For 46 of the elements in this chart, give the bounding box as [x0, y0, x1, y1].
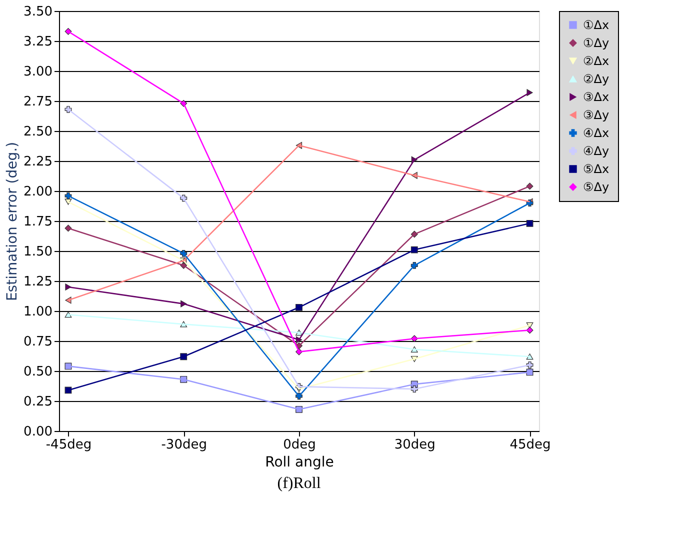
legend-label: ⑤Δx	[583, 162, 610, 176]
x-tick-label: -45deg	[46, 438, 92, 452]
point	[526, 326, 534, 334]
x-axis-title: Roll angle	[265, 454, 334, 470]
y-tick-label: 2.00	[24, 184, 52, 200]
point	[526, 368, 534, 376]
x-tick-label: 30deg	[394, 438, 436, 452]
legend-label: ②Δy	[583, 72, 610, 86]
y-tick-label: 3.50	[24, 4, 52, 20]
y-tick-label: 1.75	[24, 214, 52, 230]
legend-label: ⑤Δy	[583, 180, 610, 194]
point	[65, 284, 72, 290]
point	[64, 386, 72, 394]
point	[64, 106, 72, 113]
point	[526, 362, 534, 368]
y-tick-label: 0.25	[24, 394, 52, 410]
y-axis-title: Estimation error (deg.)	[4, 142, 21, 302]
point	[64, 362, 72, 370]
y-tick-label: 2.25	[24, 154, 52, 170]
point	[526, 182, 534, 190]
y-tick-label: 0.00	[24, 424, 52, 440]
x-tick-label: 45deg	[510, 438, 551, 452]
y-tick-label: 1.25	[24, 274, 52, 290]
legend-label: ②Δx	[583, 54, 610, 68]
y-tick-label: 2.75	[24, 94, 52, 110]
point	[526, 354, 534, 360]
y-tick-label: 1.00	[24, 304, 52, 320]
legend-label: ④Δx	[583, 126, 610, 140]
legend-label: ③Δx	[583, 90, 610, 104]
y-tick-label: 2.50	[24, 124, 52, 140]
text: (f)Roll	[277, 475, 322, 492]
legend-label: ④Δy	[583, 144, 610, 158]
y-tick-label: 0.75	[24, 334, 52, 350]
y-tick-label: 1.50	[24, 244, 52, 260]
legend-label: ①Δy	[583, 36, 610, 50]
y-tick-label: 3.00	[24, 64, 52, 80]
point	[64, 224, 72, 232]
point	[526, 220, 534, 227]
legend-label: ③Δy	[583, 108, 610, 122]
y-tick-label: 3.25	[24, 34, 52, 50]
y-tick-label: 0.50	[24, 364, 52, 380]
x-tick-label: -30deg	[161, 438, 207, 452]
x-tick-label: 0deg	[283, 438, 316, 452]
point	[65, 296, 72, 304]
legend-label: ①Δx	[583, 18, 610, 32]
point	[64, 192, 72, 200]
